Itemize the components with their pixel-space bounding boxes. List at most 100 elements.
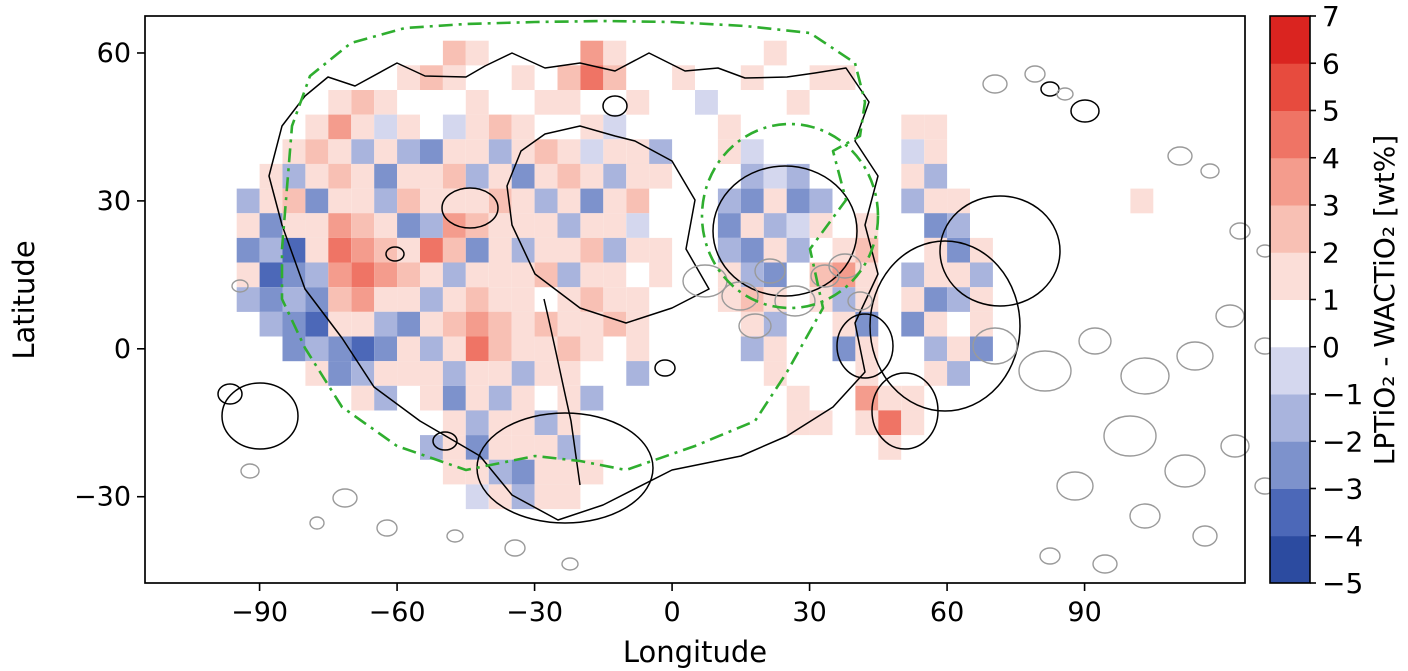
heatmap-cell — [351, 139, 375, 164]
heatmap-cell — [397, 114, 420, 140]
heatmap-cell — [580, 385, 604, 411]
heatmap-cell — [420, 361, 443, 386]
heatmap-cell — [695, 90, 718, 115]
heatmap-cell — [580, 213, 604, 238]
heatmap-cell — [488, 262, 512, 288]
heatmap-cell — [580, 262, 604, 288]
heatmap-cell — [557, 237, 581, 263]
black-contour — [602, 95, 628, 117]
heatmap-cell — [465, 237, 489, 263]
heatmap-cell — [740, 139, 764, 164]
y-tick-label: −30 — [74, 482, 131, 513]
heatmap-cell — [511, 188, 535, 214]
heatmap-cell — [420, 311, 443, 337]
heatmap-cell — [442, 262, 466, 288]
y-tick-label: 60 — [97, 38, 131, 69]
heatmap-cell — [465, 311, 489, 337]
colorbar-tick-label: −4 — [1322, 520, 1363, 553]
gray-contour — [1220, 434, 1250, 458]
black-contour — [543, 298, 581, 486]
heatmap-cell — [924, 163, 948, 189]
heatmap-cell — [534, 90, 558, 115]
heatmap-cell — [488, 287, 512, 312]
black-contour — [441, 187, 499, 229]
heatmap-cell — [901, 262, 925, 288]
heatmap-cell — [557, 459, 581, 485]
y-axis-label: Latitude — [7, 240, 41, 359]
heatmap-cell — [626, 237, 650, 263]
heatmap-cell — [351, 188, 375, 214]
heatmap-cell — [259, 188, 283, 214]
heatmap-cell — [328, 336, 352, 362]
heatmap-cell — [442, 163, 466, 189]
heatmap-cell — [580, 459, 604, 485]
heatmap-cell — [282, 139, 306, 164]
heatmap-cell — [970, 262, 993, 288]
heatmap-cell — [901, 114, 925, 140]
heatmap-cell — [534, 139, 558, 164]
heatmap-cell — [374, 114, 398, 140]
heatmap-cell — [488, 336, 512, 362]
heatmap-cell — [924, 336, 948, 362]
heatmap-cell — [717, 237, 741, 263]
green-dashdot-contour — [700, 122, 880, 310]
gray-contour — [721, 281, 759, 311]
heatmap-cell — [832, 65, 856, 90]
heatmap-cell — [763, 336, 787, 362]
heatmap-cell — [901, 163, 925, 189]
heatmap-cell — [534, 459, 558, 485]
heatmap-cell — [259, 311, 283, 337]
black-contour — [836, 313, 894, 379]
gray-contour — [1200, 163, 1220, 179]
heatmap-cell — [465, 213, 489, 238]
heatmap-cell — [420, 139, 443, 164]
heatmap-cell — [878, 385, 902, 411]
heatmap-cell — [626, 188, 650, 214]
colorbar-band — [1270, 441, 1310, 489]
heatmap-cell — [374, 188, 398, 214]
heatmap-cell — [534, 361, 558, 386]
heatmap-cell — [259, 287, 283, 312]
heatmap-cell — [534, 311, 558, 337]
gray-contour — [1018, 350, 1072, 392]
heatmap-cell — [488, 385, 512, 411]
heatmap-cell — [603, 163, 627, 189]
heatmap-cell — [580, 188, 604, 214]
heatmap-cell — [534, 336, 558, 362]
colorbar-band — [1270, 252, 1310, 300]
colorbar-tick-label: 4 — [1322, 142, 1340, 175]
colorbar: 7 6 5 4 3 2 1 0 −1 −2 −3 −4 −5 — [1269, 0, 1363, 600]
colorbar-tick-label: −2 — [1322, 425, 1363, 458]
heatmap-cell — [557, 311, 581, 337]
heatmap-cell — [351, 262, 375, 288]
heatmap-cell — [924, 188, 948, 214]
heatmap-cell — [374, 361, 398, 386]
heatmap-cell — [465, 410, 489, 436]
heatmap-cell — [786, 163, 810, 189]
heatmap-cell — [557, 139, 581, 164]
heatmap-cell — [534, 262, 558, 288]
heatmap-cell — [488, 361, 512, 386]
black-contour — [654, 359, 676, 377]
gray-contour — [376, 519, 398, 537]
heatmap-cell — [511, 336, 535, 362]
axes-border — [144, 15, 1246, 584]
heatmap-cell — [626, 336, 650, 362]
heatmap-cell — [924, 237, 948, 263]
heatmap-cell — [947, 361, 970, 386]
heatmap-cell — [626, 311, 650, 337]
gray-contour — [1167, 146, 1193, 166]
heatmap-cell — [465, 163, 489, 189]
y-tick-label: 30 — [97, 186, 131, 217]
heatmap-cell — [855, 213, 879, 238]
heatmap-cell — [511, 287, 535, 312]
heatmap-cell — [924, 361, 948, 386]
heatmap-cell — [465, 336, 489, 362]
colorbar-band — [1270, 535, 1310, 584]
heatmap-cell — [832, 237, 856, 263]
heatmap-cell — [374, 287, 398, 312]
heatmap-cell — [420, 188, 443, 214]
heatmap-cell — [328, 287, 352, 312]
heatmap-cell — [717, 262, 741, 288]
heatmap-cell — [557, 188, 581, 214]
